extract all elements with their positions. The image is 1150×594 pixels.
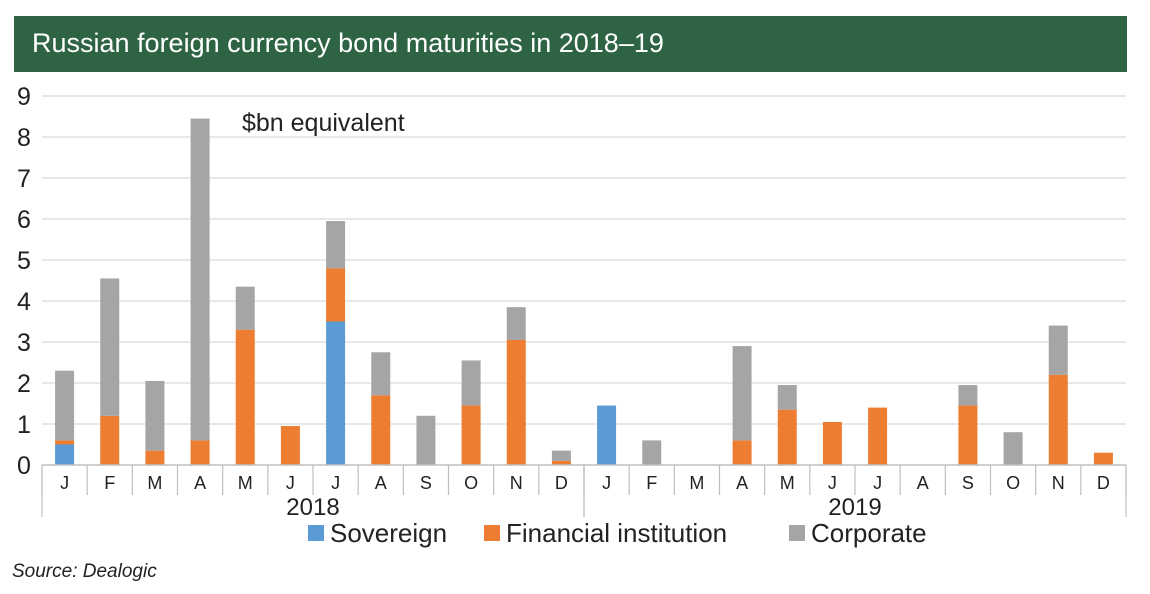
bar-segment [145,380,165,451]
bar-segment [777,409,797,465]
x-tick-label: A [194,473,206,493]
y-tick-label: 6 [17,206,31,234]
bar-segment [822,421,842,465]
y-tick-label: 7 [17,165,31,193]
bar-segment [551,460,571,465]
y-tick-label: 1 [17,411,31,439]
y-tick-label: 9 [17,83,31,111]
year-label: 2018 [286,494,339,521]
bar-segment [326,321,346,465]
x-tick-label: M [689,473,704,493]
bar-segment [371,395,391,465]
x-tick-label: O [1006,473,1020,493]
x-tick-label: M [780,473,795,493]
bar-segment [371,352,391,396]
y-tick-label: 5 [17,247,31,275]
y-tick-label: 0 [17,452,31,480]
chart-title: Russian foreign currency bond maturities… [32,28,664,58]
bar-segment [506,307,526,340]
y-tick-label: 4 [17,288,31,316]
x-tick-label: J [331,473,340,493]
bar-segment [326,221,346,269]
legend-label: Sovereign [330,518,447,548]
year-label: 2019 [828,494,881,521]
x-tick-label: D [1097,473,1110,493]
legend-swatch [484,525,500,541]
unit-annotation: $bn equivalent [242,109,405,137]
x-tick-label: O [464,473,478,493]
x-tick-label: J [286,473,295,493]
x-tick-label: S [420,473,432,493]
source-note: Source: Dealogic [12,561,157,582]
bar-segment [1048,374,1068,465]
bar-segment [1093,452,1113,465]
bar-segment [1003,432,1023,465]
bar-segment [55,370,75,441]
bar-segment [55,440,75,445]
bar-segment [190,440,210,465]
x-tick-label: M [238,473,253,493]
bar-segment [732,440,752,465]
bar-segment [326,268,346,322]
bar-segment [416,415,436,465]
x-tick-label: S [962,473,974,493]
x-tick-label: D [555,473,568,493]
bar-segment [190,118,210,441]
bar-segment [55,444,75,465]
bar-segment [461,360,481,406]
x-tick-label: N [510,473,523,493]
bar-segment [777,385,797,410]
bar-segment [958,385,978,406]
x-tick-label: A [736,473,748,493]
x-tick-label: J [828,473,837,493]
x-tick-label: N [1052,473,1065,493]
x-tick-label: J [60,473,69,493]
bar-segment [235,329,255,465]
bar-segment [1048,325,1068,375]
y-tick-label: 2 [17,370,31,398]
bar-segment [551,450,571,461]
x-tick-label: A [917,473,929,493]
legend-label: Corporate [811,518,927,548]
bar-segment [958,405,978,465]
x-tick-label: A [375,473,387,493]
y-tick-label: 3 [17,329,31,357]
title-bar: Russian foreign currency bond maturities… [14,16,1127,72]
bar-segment [642,440,662,465]
bar-segment [100,278,120,416]
bar-segment [461,405,481,465]
bar-segment [506,339,526,465]
bar-segment [100,415,120,465]
legend-swatch [308,525,324,541]
bar-segment [280,426,300,465]
x-tick-label: M [147,473,162,493]
x-tick-label: J [873,473,882,493]
bar-segment [868,407,888,465]
bar-segment [597,405,617,465]
y-tick-label: 8 [17,124,31,152]
x-tick-label: F [646,473,657,493]
x-tick-label: F [104,473,115,493]
bar-segment [732,346,752,441]
x-tick-label: J [602,473,611,493]
bar-segment [145,450,165,465]
bar-segment [235,286,255,330]
legend-label: Financial institution [506,518,727,548]
legend-swatch [789,525,805,541]
